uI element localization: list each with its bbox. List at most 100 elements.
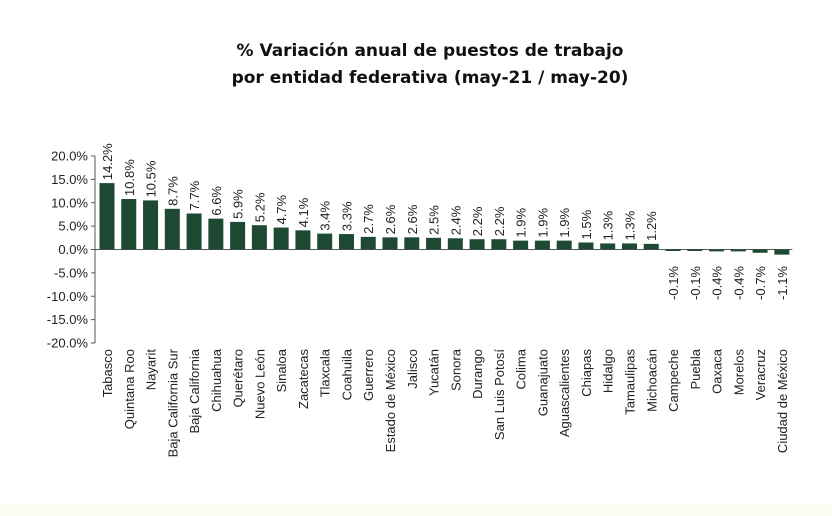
bar (121, 199, 137, 250)
bar (273, 227, 289, 250)
bar (99, 183, 115, 250)
bar (230, 221, 246, 250)
bar (426, 237, 442, 250)
category-label: Guerrero (361, 349, 376, 401)
category-label: Durango (470, 349, 485, 399)
data-label: 1.9% (535, 208, 550, 238)
data-label: 7.7% (187, 180, 202, 210)
data-label: 10.5% (144, 160, 159, 197)
data-label: 10.8% (122, 159, 137, 196)
data-label: 4.7% (274, 194, 289, 224)
bar (513, 240, 529, 250)
bar (730, 249, 746, 252)
bar (578, 242, 594, 250)
bar (774, 249, 790, 255)
bar (295, 230, 311, 250)
footer-strip (0, 503, 832, 516)
category-label: Nayarit (144, 349, 159, 391)
bar (600, 243, 616, 250)
category-label: Coahuila (339, 348, 354, 400)
category-labels: Tabasco Quintana Roo Nayarit Baja Californi… (100, 348, 790, 457)
bar (317, 233, 333, 250)
data-label: 1.9% (514, 208, 529, 238)
chart-title: % Variación anual de puestos de trabajo … (0, 38, 832, 92)
bar (251, 225, 267, 250)
bar (491, 239, 507, 250)
bar (752, 249, 768, 253)
data-label: 2.2% (470, 206, 485, 236)
bar (360, 236, 376, 250)
data-label: 1.2% (644, 211, 659, 241)
data-label: -0.4% (710, 266, 725, 300)
bar (556, 240, 572, 250)
category-label: Chihuahua (209, 348, 224, 412)
data-label: -0.1% (666, 266, 681, 300)
data-label: 2.6% (383, 204, 398, 234)
category-label: Sonora (448, 348, 463, 391)
data-label: 5.9% (231, 189, 246, 219)
data-label: 2.7% (361, 204, 376, 234)
y-axis: 20.0% 15.0% 10.0% 5.0% 0.0% -5.0% -10.0% -15.0%… (47, 149, 793, 351)
y-tick-label: 5.0% (58, 219, 88, 234)
data-label: 6.6% (209, 186, 224, 216)
bar (469, 239, 485, 250)
bar (643, 243, 659, 250)
bar (709, 249, 725, 252)
category-label: Chiapas (579, 349, 594, 397)
bar (447, 238, 463, 250)
data-label: -1.1% (775, 266, 790, 300)
bar (687, 249, 703, 251)
y-tick-label: -5.0% (54, 265, 88, 280)
bar (382, 237, 398, 250)
category-label: Zacatecas (296, 349, 311, 409)
category-label: Campeche (666, 349, 681, 412)
category-label: Nuevo León (252, 349, 267, 419)
y-tick-label: 20.0% (51, 149, 88, 164)
category-label: Estado de México (383, 349, 398, 452)
category-label: Quintana Roo (122, 349, 137, 429)
y-tick-label: 10.0% (51, 195, 88, 210)
data-label: 1.3% (601, 210, 616, 240)
category-label: Querétaro (231, 349, 246, 408)
category-label: Michoacán (644, 349, 659, 412)
y-tick-label: -10.0% (47, 289, 89, 304)
category-label: Tamaulipas (622, 349, 637, 415)
data-label: 2.4% (448, 205, 463, 235)
bar (186, 213, 202, 250)
category-label: Baja California Sur (165, 348, 180, 457)
bar (208, 218, 224, 250)
data-label: -0.7% (753, 266, 768, 300)
chart-title-line-1: % Variación anual de puestos de trabajo (236, 41, 624, 61)
data-label: 2.2% (492, 206, 507, 236)
category-label: Puebla (688, 348, 703, 389)
category-label: Morelos (731, 349, 746, 396)
category-label: Jalisco (405, 349, 420, 389)
category-label: Yucatán (427, 349, 442, 396)
data-label: -0.4% (731, 266, 746, 300)
category-label: Aguascalientes (557, 349, 572, 438)
category-label: Ciudad de México (775, 349, 790, 453)
data-label: 1.5% (579, 209, 594, 239)
bar (143, 200, 159, 250)
data-label: 2.6% (405, 204, 420, 234)
data-label: 14.2% (100, 143, 115, 180)
category-label: San Luis Potosí (492, 349, 507, 440)
y-tick-label: -20.0% (47, 336, 89, 351)
data-label: 4.1% (296, 197, 311, 227)
bar (404, 237, 420, 250)
y-tick-label: 15.0% (51, 172, 88, 187)
data-label: -0.1% (688, 266, 703, 300)
y-tick-label: 0.0% (58, 242, 88, 257)
data-label: 3.3% (339, 201, 354, 231)
y-tick-label: -15.0% (47, 312, 89, 327)
bar (338, 234, 354, 250)
data-label: 5.2% (252, 192, 267, 222)
category-label: Guanajuato (535, 349, 550, 416)
category-label: Colima (514, 348, 529, 389)
bar (665, 249, 681, 251)
category-label: Sinaloa (274, 348, 289, 392)
data-label: 2.5% (427, 205, 442, 235)
data-label: 1.9% (557, 208, 572, 238)
bar (621, 243, 637, 250)
bar (164, 208, 180, 250)
